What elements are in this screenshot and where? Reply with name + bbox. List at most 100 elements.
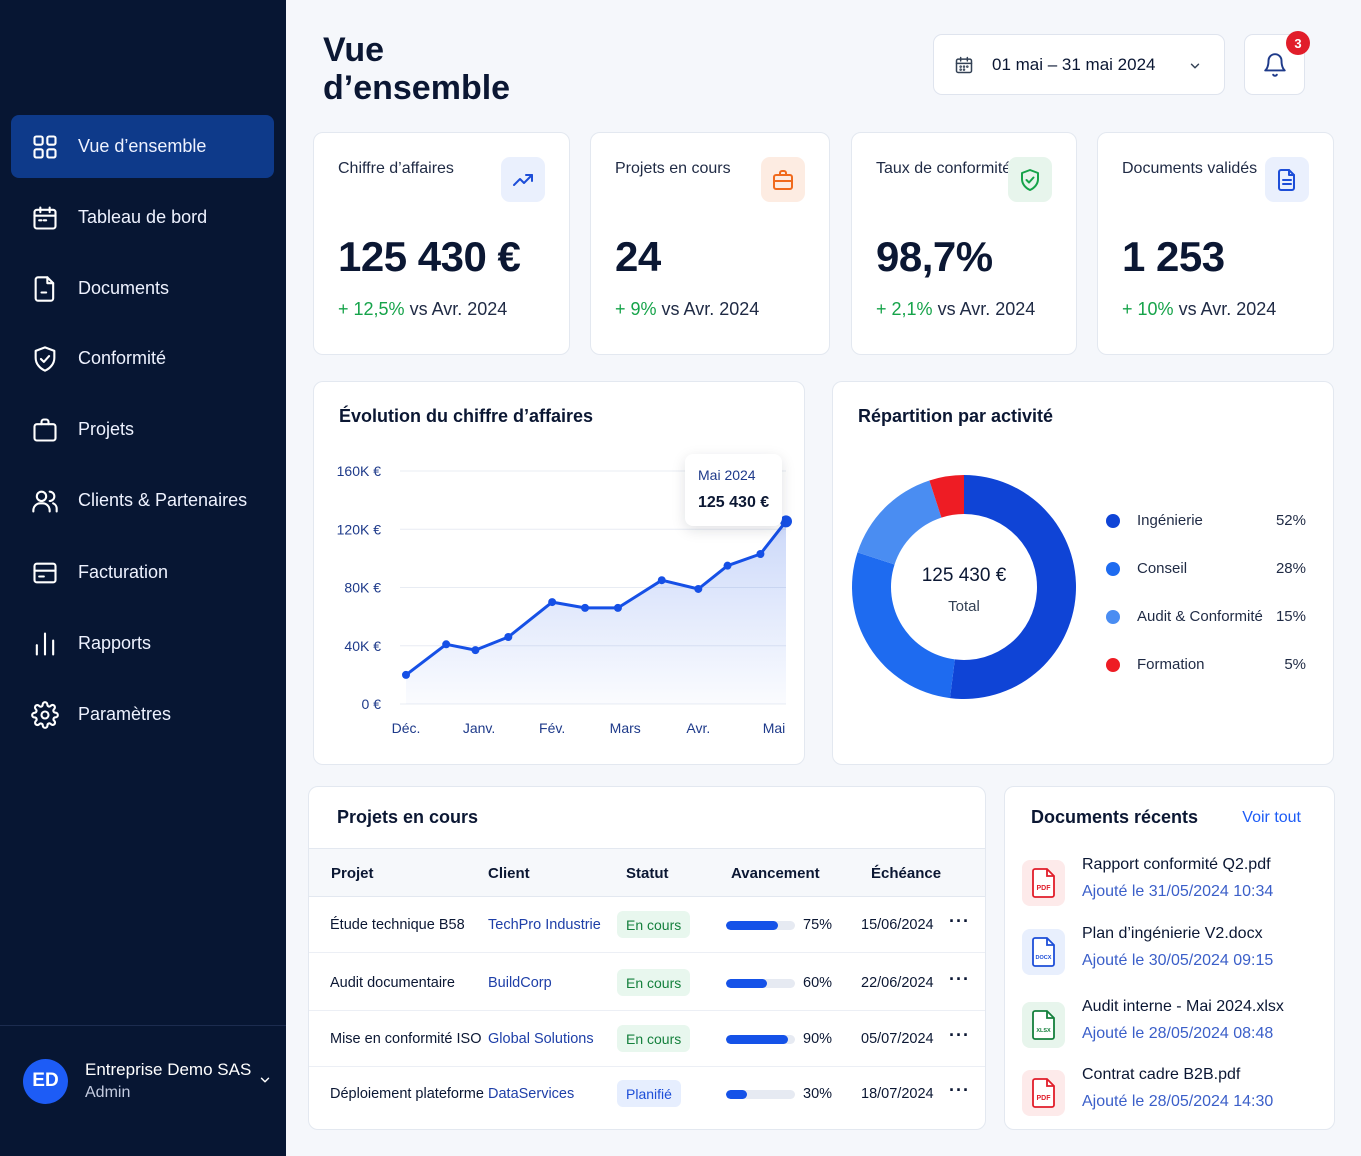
sidebar-item-label: Tableau de bord [78, 207, 208, 227]
sidebar-item-clients-partenaires[interactable]: Clients & Partenaires [11, 469, 274, 532]
donut-slice[interactable] [929, 475, 964, 518]
notification-badge: 3 [1286, 31, 1310, 55]
column-header: Client [488, 865, 530, 882]
x-tick-label: Mai [763, 720, 786, 736]
kpi-compare: vs Avr. 2024 [1178, 299, 1277, 319]
status-badge: En cours [617, 969, 691, 996]
user-menu[interactable]: ED Entreprise Demo SAS Admin [23, 1055, 278, 1107]
client-name[interactable]: Global Solutions [488, 1031, 594, 1047]
shield-check-icon [1021, 168, 1039, 191]
pdf-file-icon: PDF [1022, 860, 1065, 906]
trending-up-icon [513, 173, 533, 186]
donut-slice[interactable] [949, 475, 1076, 699]
table-row[interactable]: Audit documentaire BuildCorp En cours 60… [309, 955, 985, 1011]
progress-percent: 30% [803, 1086, 833, 1102]
document-item[interactable]: PDF Contrat cadre B2B.pdf Ajouté le 28/05/… [1022, 1066, 1322, 1121]
data-point[interactable] [780, 515, 792, 528]
due-date: 22/06/2024 [861, 975, 934, 991]
y-tick-label: 160K € [337, 463, 382, 479]
column-header: Statut [626, 865, 669, 882]
tooltip-value: 125 430 € [698, 494, 770, 511]
sidebar-item-projets[interactable]: Projets [11, 398, 274, 461]
document-name: Audit interne - Mai 2024.xlsx [1082, 998, 1284, 1015]
table-row[interactable]: Mise en conformité ISO Global Solutions … [309, 1011, 985, 1067]
activity-donut-chart [852, 475, 1076, 699]
due-date: 15/06/2024 [861, 917, 934, 933]
kpi-delta: + 10% vs Avr. 2024 [1122, 299, 1276, 320]
legend-label: Audit & Conformité [1137, 608, 1263, 625]
x-tick-label: Mars [610, 720, 641, 736]
x-tick-label: Avr. [686, 720, 710, 736]
client-name[interactable]: BuildCorp [488, 975, 552, 991]
row-more-button[interactable]: ··· [949, 969, 970, 989]
card-icon [33, 562, 57, 583]
donut-slice[interactable] [852, 552, 955, 699]
document-icon [1278, 168, 1295, 191]
project-name: Étude technique B58 [330, 917, 465, 933]
status-badge: Planifié [617, 1080, 681, 1107]
avatar: ED [23, 1058, 68, 1104]
row-more-button[interactable]: ··· [949, 1025, 970, 1045]
document-item[interactable]: DOCX Plan d’ingénierie V2.docx Ajouté le 3… [1022, 925, 1322, 980]
legend-label: Ingénierie [1137, 512, 1203, 529]
table-row[interactable]: Étude technique B58 TechPro Industrie En… [309, 897, 985, 953]
progress-bar [726, 1035, 795, 1044]
chart-tooltip: Mai 2024 125 430 € [685, 454, 782, 526]
donut-slice[interactable] [857, 480, 942, 565]
kpi-delta-value: + 2,1% [876, 299, 933, 319]
page-title: Vue d’ensemble [323, 31, 511, 107]
document-item[interactable]: XLSX Audit interne - Mai 2024.xlsx Ajouté … [1022, 998, 1322, 1053]
sidebar-item-documents[interactable]: Documents [11, 257, 274, 320]
revenue-series-line [404, 519, 788, 677]
status-badge: En cours [617, 1025, 691, 1052]
see-all-link[interactable]: Voir tout [1242, 809, 1301, 826]
kpi-delta-value: + 12,5% [338, 299, 405, 319]
row-more-button[interactable]: ··· [949, 911, 970, 931]
sidebar-item-rapports[interactable]: Rapports [11, 612, 274, 675]
kpi-icon-box [501, 157, 545, 202]
data-point [756, 550, 765, 559]
xlsx-file-icon: XLSX [1022, 1002, 1065, 1048]
donut-center-label: Total [948, 598, 980, 615]
document-item[interactable]: PDF Rapport conformité Q2.pdf Ajouté le 31… [1022, 856, 1322, 911]
progress-fill [726, 979, 768, 988]
document-icon [34, 275, 55, 302]
sidebar-item-tableau-de-bord[interactable]: Tableau de bord [11, 186, 274, 249]
chevron-down-icon [1190, 63, 1200, 69]
sidebar-item-vue-ensemble[interactable]: Vue d’ensemble [11, 115, 274, 178]
progress-bar [726, 921, 795, 930]
legend-percent: 5% [1284, 656, 1306, 673]
table-header: Projet Client Statut Avancement Échéance [309, 848, 985, 897]
donut-center-value: 125 430 € [921, 565, 1007, 586]
document-name: Rapport conformité Q2.pdf [1082, 856, 1271, 873]
legend-item: Conseil 28% [1106, 560, 1306, 577]
kpi-card-projects: Projets en cours 24 + 9% vs Avr. 2024 [590, 132, 830, 355]
sidebar-item-parametres[interactable]: Paramètres [11, 683, 274, 746]
client-name[interactable]: DataServices [488, 1086, 575, 1102]
kpi-value: 125 430 € [338, 233, 521, 280]
svg-text:PDF: PDF [1036, 1095, 1051, 1102]
legend-percent: 28% [1275, 560, 1306, 577]
sidebar-item-label: Rapports [78, 633, 152, 653]
kpi-label: Documents validés [1122, 160, 1258, 177]
chevron-down-icon [260, 1077, 270, 1083]
sidebar-item-label: Paramètres [78, 704, 172, 724]
y-tick-label: 0 € [362, 696, 382, 712]
project-name: Déploiement plateforme [330, 1086, 484, 1102]
sidebar-divider [0, 1025, 286, 1026]
data-point [504, 633, 513, 642]
briefcase-icon [33, 417, 57, 442]
kpi-label: Chiffre d’affaires [338, 160, 454, 177]
client-name[interactable]: TechPro Industrie [488, 917, 601, 933]
kpi-icon-box [1265, 157, 1309, 202]
svg-text:PDF: PDF [1036, 885, 1051, 892]
sidebar-item-conformite[interactable]: Conformité [11, 327, 274, 390]
calendar-icon [955, 56, 973, 73]
row-more-button[interactable]: ··· [949, 1080, 970, 1100]
sidebar-item-facturation[interactable]: Facturation [11, 541, 274, 604]
table-row[interactable]: Déploiement plateforme DataServices Plan… [309, 1066, 985, 1122]
data-point [442, 640, 451, 649]
revenue-area [406, 521, 786, 704]
date-range-picker[interactable]: 01 mai – 31 mai 2024 [933, 34, 1225, 95]
status-badge: En cours [617, 911, 691, 938]
